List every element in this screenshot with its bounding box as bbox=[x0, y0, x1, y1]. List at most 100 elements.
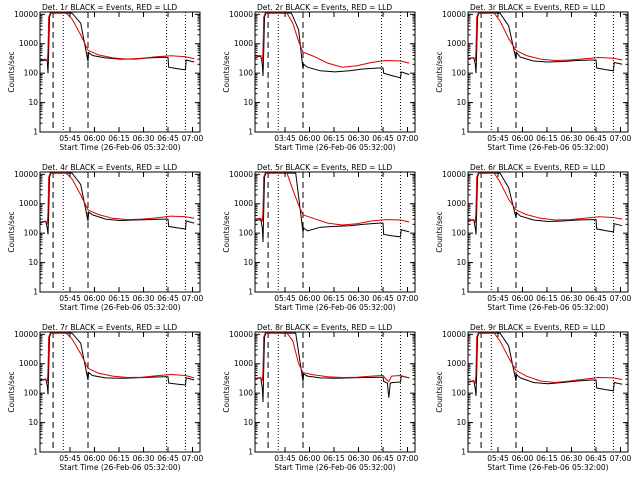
series-line-lld bbox=[255, 12, 410, 68]
y-tick-label: 10 bbox=[243, 258, 253, 267]
x-tick-label: 07:00 bbox=[610, 454, 632, 463]
series-line-lld bbox=[40, 172, 195, 225]
plot-frame bbox=[39, 11, 201, 133]
y-tick-label: 10000 bbox=[442, 10, 466, 19]
y-tick-label: 1000 bbox=[234, 39, 253, 48]
x-tick-label: 07:00 bbox=[182, 294, 204, 303]
x-tick-label: 06:15 bbox=[108, 454, 130, 463]
detector-panel-4: Det. 4r BLACK = Events, RED = LLD 1 10 100 1… bbox=[7, 163, 204, 312]
y-tick-label: 100 bbox=[24, 229, 39, 238]
x-tick-label: 06:45 bbox=[585, 294, 607, 303]
x-tick-label: 06:15 bbox=[108, 134, 130, 143]
y-tick-label: 10 bbox=[28, 258, 38, 267]
y-tick-label: 1 bbox=[33, 448, 38, 457]
y-tick-label: 1 bbox=[248, 288, 253, 297]
detector-panel-2: Det. 2r BLACK = Events, RED = LLD 1 10 100 1… bbox=[222, 3, 419, 152]
y-tick-label: 1000 bbox=[234, 199, 253, 208]
series-line-lld bbox=[40, 332, 195, 383]
y-tick-label: 10 bbox=[243, 418, 253, 427]
x-tick-label: 07:00 bbox=[182, 134, 204, 143]
y-tick-label: 100 bbox=[24, 389, 39, 398]
x-tick-label: 06:30 bbox=[561, 454, 583, 463]
x-tick-label: 06:45 bbox=[157, 294, 179, 303]
x-tick-label: 06:45 bbox=[157, 134, 179, 143]
plot-frame bbox=[254, 11, 416, 133]
y-axis-label: Counts/sec bbox=[435, 211, 444, 252]
x-axis-label: Start Time (26-Feb-06 05:32:00) bbox=[59, 463, 180, 472]
x-tick-label: 07:00 bbox=[397, 294, 419, 303]
x-tick-label: 06:30 bbox=[133, 134, 155, 143]
x-tick-label: 06:15 bbox=[536, 454, 558, 463]
plot-frame bbox=[467, 11, 629, 133]
x-tick-label: 05:45 bbox=[274, 294, 296, 303]
x-tick-label: 06:15 bbox=[323, 454, 345, 463]
x-axis-label: Start Time (26-Feb-06 05:32:00) bbox=[274, 303, 395, 312]
series-line-lld bbox=[255, 332, 410, 383]
y-tick-label: 100 bbox=[452, 389, 467, 398]
x-tick-label: 06:45 bbox=[372, 454, 394, 463]
y-tick-label: 10 bbox=[456, 258, 466, 267]
series-line-events bbox=[255, 172, 410, 243]
x-tick-label: 06:30 bbox=[348, 294, 370, 303]
plot-frame bbox=[467, 331, 629, 453]
y-tick-label: 10 bbox=[28, 98, 38, 107]
x-tick-label: 06:15 bbox=[108, 294, 130, 303]
x-tick-label: 06:45 bbox=[157, 454, 179, 463]
y-tick-label: 1 bbox=[461, 448, 466, 457]
x-tick-label: 06:00 bbox=[512, 454, 534, 463]
y-tick-label: 10 bbox=[28, 418, 38, 427]
plot-frame bbox=[39, 171, 201, 293]
series-line-lld bbox=[468, 332, 623, 384]
y-tick-label: 1000 bbox=[447, 359, 466, 368]
panel-title: Det. 2r BLACK = Events, RED = LLD bbox=[257, 3, 392, 12]
x-tick-label: 06:30 bbox=[561, 134, 583, 143]
panel-title: Det. 3r BLACK = Events, RED = LLD bbox=[470, 3, 605, 12]
x-tick-label: 05:45 bbox=[487, 294, 509, 303]
x-tick-label: 06:30 bbox=[348, 454, 370, 463]
detector-panel-9: Det. 9r BLACK = Events, RED = LLD 1 10 100 1… bbox=[435, 323, 632, 472]
x-axis-label: Start Time (26-Feb-06 05:32:00) bbox=[59, 143, 180, 152]
x-tick-label: 03:45 bbox=[274, 454, 296, 463]
y-tick-label: 1000 bbox=[19, 359, 38, 368]
x-tick-label: 05:45 bbox=[59, 294, 81, 303]
x-axis-label: Start Time (26-Feb-06 05:32:00) bbox=[487, 463, 608, 472]
y-axis-label: Counts/sec bbox=[7, 371, 16, 412]
x-tick-label: 07:00 bbox=[397, 454, 419, 463]
y-tick-label: 100 bbox=[24, 69, 39, 78]
x-tick-label: 06:45 bbox=[372, 294, 394, 303]
y-tick-label: 100 bbox=[452, 69, 467, 78]
y-tick-label: 1000 bbox=[19, 199, 38, 208]
y-tick-label: 10 bbox=[456, 98, 466, 107]
series-line-events bbox=[468, 12, 623, 74]
y-axis-label: Counts/sec bbox=[222, 51, 231, 92]
panel-title: Det. 1r BLACK = Events, RED = LLD bbox=[42, 3, 177, 12]
y-tick-label: 100 bbox=[239, 229, 254, 238]
x-tick-label: 06:00 bbox=[299, 454, 321, 463]
panel-title: Det. 4r BLACK = Events, RED = LLD bbox=[42, 163, 177, 172]
y-axis-label: Counts/sec bbox=[7, 51, 16, 92]
x-tick-label: 06:00 bbox=[84, 294, 106, 303]
panel-title: Det. 6r BLACK = Events, RED = LLD bbox=[470, 163, 605, 172]
x-tick-label: 06:15 bbox=[323, 134, 345, 143]
x-tick-label: 06:30 bbox=[133, 454, 155, 463]
detector-panel-7: Det. 7r BLACK = Events, RED = LLD 1 10 100 1… bbox=[7, 323, 204, 472]
x-tick-label: 03:45 bbox=[274, 134, 296, 143]
y-tick-label: 1000 bbox=[447, 39, 466, 48]
y-tick-label: 100 bbox=[239, 69, 254, 78]
x-tick-label: 07:00 bbox=[610, 294, 632, 303]
x-axis-label: Start Time (26-Feb-06 05:32:00) bbox=[59, 303, 180, 312]
series-line-lld bbox=[468, 12, 623, 62]
plot-frame bbox=[467, 171, 629, 293]
detector-panel-1: Det. 1r BLACK = Events, RED = LLD 1 10 100 1… bbox=[7, 3, 204, 152]
x-tick-label: 06:00 bbox=[512, 134, 534, 143]
series-line-events bbox=[40, 332, 195, 395]
series-line-events bbox=[40, 12, 195, 74]
detector-panel-3: Det. 3r BLACK = Events, RED = LLD 1 10 100 1… bbox=[435, 3, 632, 152]
y-axis-label: Counts/sec bbox=[222, 371, 231, 412]
detector-panel-5: Det. 5r BLACK = Events, RED = LLD 1 10 100 1… bbox=[222, 163, 419, 312]
y-axis-label: Counts/sec bbox=[222, 211, 231, 252]
plot-frame bbox=[39, 331, 201, 453]
x-tick-label: 06:15 bbox=[323, 294, 345, 303]
x-tick-label: 05:45 bbox=[59, 134, 81, 143]
